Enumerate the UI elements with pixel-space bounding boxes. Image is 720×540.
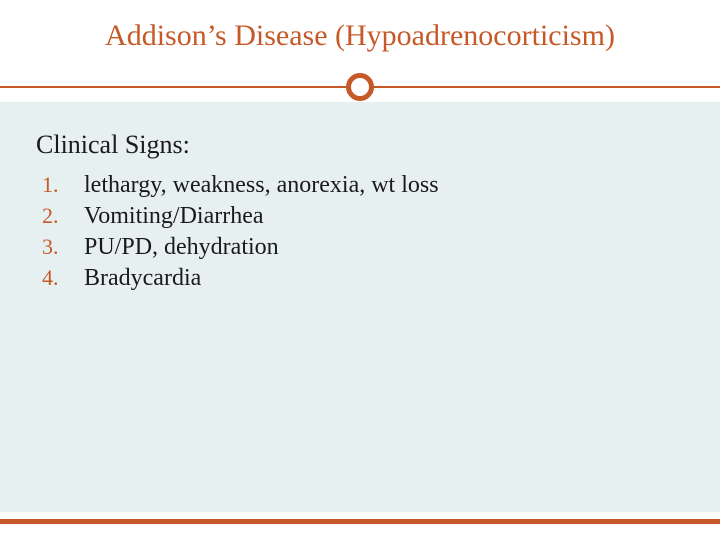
content-area: Clinical Signs: 1. lethargy, weakness, a…	[0, 102, 720, 512]
list-number: 1.	[36, 172, 84, 198]
circle-icon	[346, 73, 374, 101]
title-area: Addison’s Disease (Hypoadrenocorticism)	[0, 0, 720, 78]
footer-accent-bar	[0, 519, 720, 524]
list-item: 3. PU/PD, dehydration	[36, 234, 684, 261]
slide-title: Addison’s Disease (Hypoadrenocorticism)	[30, 18, 690, 54]
list-text: Bradycardia	[84, 265, 201, 292]
subheading: Clinical Signs:	[36, 130, 684, 160]
list-number: 2.	[36, 203, 84, 229]
ordered-list: 1. lethargy, weakness, anorexia, wt loss…	[36, 172, 684, 292]
list-item: 4. Bradycardia	[36, 265, 684, 292]
list-number: 3.	[36, 234, 84, 260]
list-item: 2. Vomiting/Diarrhea	[36, 203, 684, 230]
list-number: 4.	[36, 265, 84, 291]
list-text: lethargy, weakness, anorexia, wt loss	[84, 172, 439, 199]
list-text: Vomiting/Diarrhea	[84, 203, 264, 230]
title-divider	[0, 72, 720, 102]
slide: Addison’s Disease (Hypoadrenocorticism) …	[0, 0, 720, 540]
list-item: 1. lethargy, weakness, anorexia, wt loss	[36, 172, 684, 199]
list-text: PU/PD, dehydration	[84, 234, 279, 261]
